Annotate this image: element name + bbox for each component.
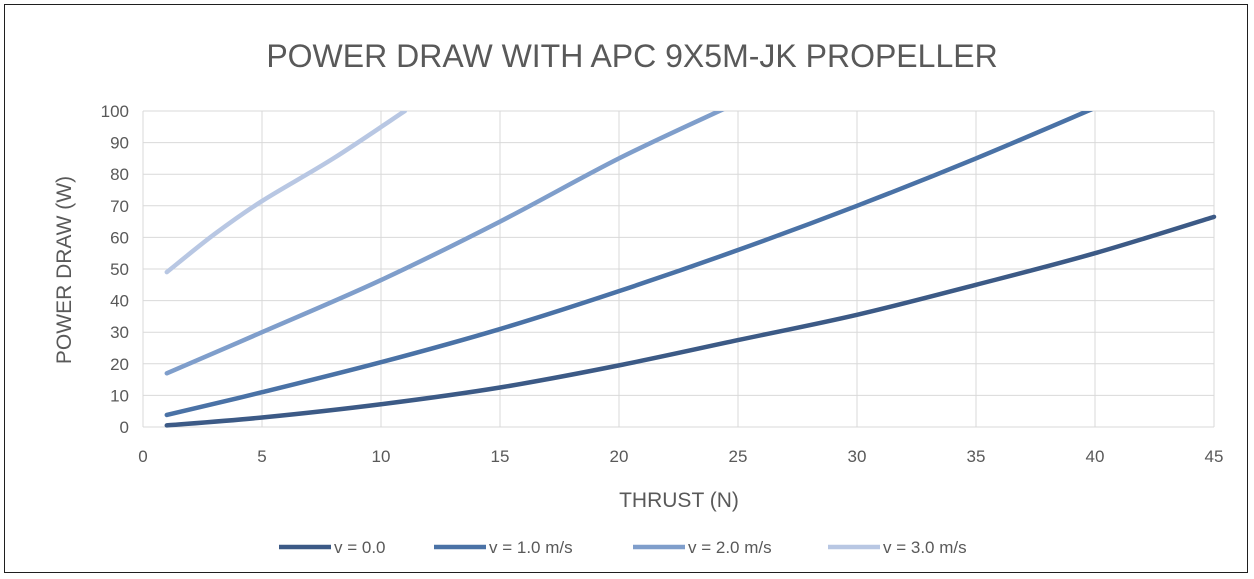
- y-tick-label: 0: [120, 418, 129, 437]
- y-tick-label: 10: [110, 386, 129, 405]
- x-tick-label: 45: [1205, 447, 1224, 466]
- x-tick-label: 25: [729, 447, 748, 466]
- series-line-0: [164, 214, 1217, 428]
- series-line-3: [164, 111, 408, 275]
- y-tick-label: 60: [110, 228, 129, 247]
- x-axis-label: THRUST (N): [619, 489, 739, 512]
- y-axis-ticks: 0 10 20 30 40 50 60 70 80 90 100: [101, 102, 129, 437]
- legend-item: v = 0.0: [279, 538, 386, 557]
- legend-label: v = 1.0 m/s: [489, 538, 573, 557]
- y-tick-label: 70: [110, 197, 129, 216]
- legend-label: v = 0.0: [334, 538, 386, 557]
- legend-label: v = 3.0 m/s: [883, 538, 967, 557]
- y-tick-label: 40: [110, 292, 129, 311]
- legend-item: v = 3.0 m/s: [828, 538, 967, 557]
- x-tick-label: 35: [967, 447, 986, 466]
- y-tick-label: 20: [110, 355, 129, 374]
- x-tick-label: 5: [257, 447, 266, 466]
- x-tick-label: 0: [138, 447, 147, 466]
- x-tick-label: 20: [610, 447, 629, 466]
- y-axis-label: POWER DRAW (W): [53, 176, 76, 364]
- y-tick-label: 50: [110, 260, 129, 279]
- legend-label: v = 2.0 m/s: [688, 538, 772, 557]
- legend-item: v = 1.0 m/s: [434, 538, 573, 557]
- series-line-2: [164, 111, 725, 376]
- y-tick-label: 100: [101, 102, 129, 121]
- y-tick-label: 90: [110, 134, 129, 153]
- x-tick-label: 40: [1086, 447, 1105, 466]
- x-axis-ticks: 0 5 10 15 20 25 30 35 40 45: [138, 447, 1223, 466]
- chart-title: POWER DRAW WITH APC 9X5M-JK PROPELLER: [266, 38, 997, 74]
- x-tick-label: 30: [848, 447, 867, 466]
- legend-item: v = 2.0 m/s: [633, 538, 772, 557]
- series-line-1: [164, 111, 1094, 418]
- series-lines: [164, 111, 1217, 428]
- legend: v = 0.0 v = 1.0 m/s v = 2.0 m/s v = 3.0 m/s: [279, 538, 967, 557]
- x-tick-label: 10: [372, 447, 391, 466]
- x-tick-label: 15: [491, 447, 510, 466]
- y-tick-label: 80: [110, 165, 129, 184]
- y-tick-label: 30: [110, 323, 129, 342]
